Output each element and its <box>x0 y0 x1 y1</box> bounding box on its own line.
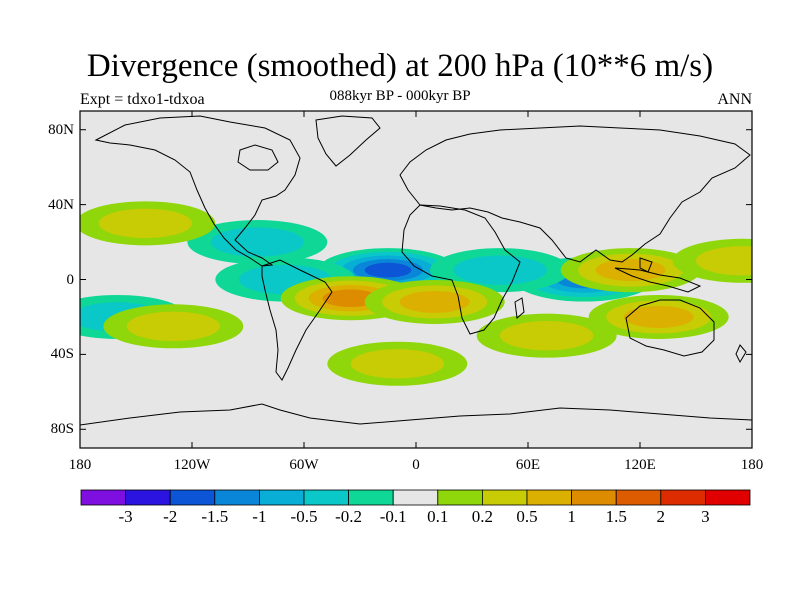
contour-blob-6-3 <box>322 289 379 308</box>
lat-label: 80S <box>50 421 74 438</box>
contour-blob-13-1 <box>350 349 445 379</box>
colorbar-label: 3 <box>701 507 710 526</box>
contour-blob-3-1 <box>453 255 547 285</box>
colorbar-swatch <box>125 489 171 506</box>
lon-label: 120W <box>173 457 211 473</box>
colorbar-swatch <box>214 489 260 506</box>
lon-label: 60W <box>289 457 319 473</box>
contour-blob-7-2 <box>399 290 470 313</box>
colorbar-label: 1 <box>567 507 576 526</box>
chart-title: Divergence (smoothed) at 200 hPa (10**6 … <box>86 48 714 84</box>
colorbar-swatch <box>571 489 617 506</box>
colorbar-label: 0.1 <box>427 507 449 526</box>
lon-label: 180 <box>68 457 92 473</box>
colorbar-label: -1 <box>252 507 267 526</box>
lat-label: 40S <box>50 346 74 363</box>
colorbar-swatch <box>258 489 305 506</box>
colorbar-swatch <box>437 489 483 506</box>
colorbar-swatch <box>303 489 349 506</box>
contour-blob-5-1 <box>210 227 304 257</box>
colorbar-label: 1.5 <box>605 507 627 526</box>
colorbar-swatch <box>615 489 662 506</box>
contour-blob-14-1 <box>500 321 594 351</box>
contour-blob-12-1 <box>696 246 752 276</box>
colorbar-label: 2 <box>656 507 666 526</box>
colorbar-label: -2 <box>163 507 178 526</box>
lon-label: 60E <box>515 457 541 473</box>
colorbar-swatch <box>80 489 126 506</box>
colorbar-swatch <box>348 489 394 506</box>
lon-label: 180 <box>740 457 764 473</box>
contour-blob-9-2 <box>595 259 666 282</box>
contour-blob-10-1 <box>126 311 220 341</box>
lat-label: 40N <box>48 196 74 213</box>
colorbar-swatch <box>660 489 706 506</box>
lat-label: 80N <box>48 121 74 138</box>
coastlines <box>80 115 752 426</box>
colorbar-label: -3 <box>118 507 133 526</box>
colorbar-swatch <box>481 489 528 506</box>
lon-label: 0 <box>412 457 420 473</box>
divergence-contours <box>80 201 752 386</box>
colorbar-label: -1.5 <box>201 507 229 526</box>
season-label: ANN <box>717 91 752 108</box>
colorbar-label: -0.1 <box>379 507 407 526</box>
colorbar-swatch <box>705 489 751 506</box>
lon-label: 120E <box>624 457 656 473</box>
period-label: 088kyr BP - 000kyr BP <box>329 88 471 104</box>
contour-blob-11-1 <box>98 208 192 238</box>
experiment-label: Expt = tdxo1-tdxoa <box>80 91 205 108</box>
colorbar-swatch <box>526 489 572 506</box>
colorbar-label: -0.2 <box>335 507 363 526</box>
colorbar-label: 0.5 <box>516 507 538 526</box>
colorbar-swatch <box>392 489 439 506</box>
colorbar-label: 0.2 <box>471 507 494 526</box>
contour-blob-0-4 <box>364 262 412 278</box>
colorbar-label: -0.5 <box>290 507 318 526</box>
colorbar-swatch <box>169 489 216 506</box>
contour-blob-8-2 <box>623 305 694 328</box>
lat-label: 0 <box>66 271 75 288</box>
colorbar <box>80 489 751 506</box>
